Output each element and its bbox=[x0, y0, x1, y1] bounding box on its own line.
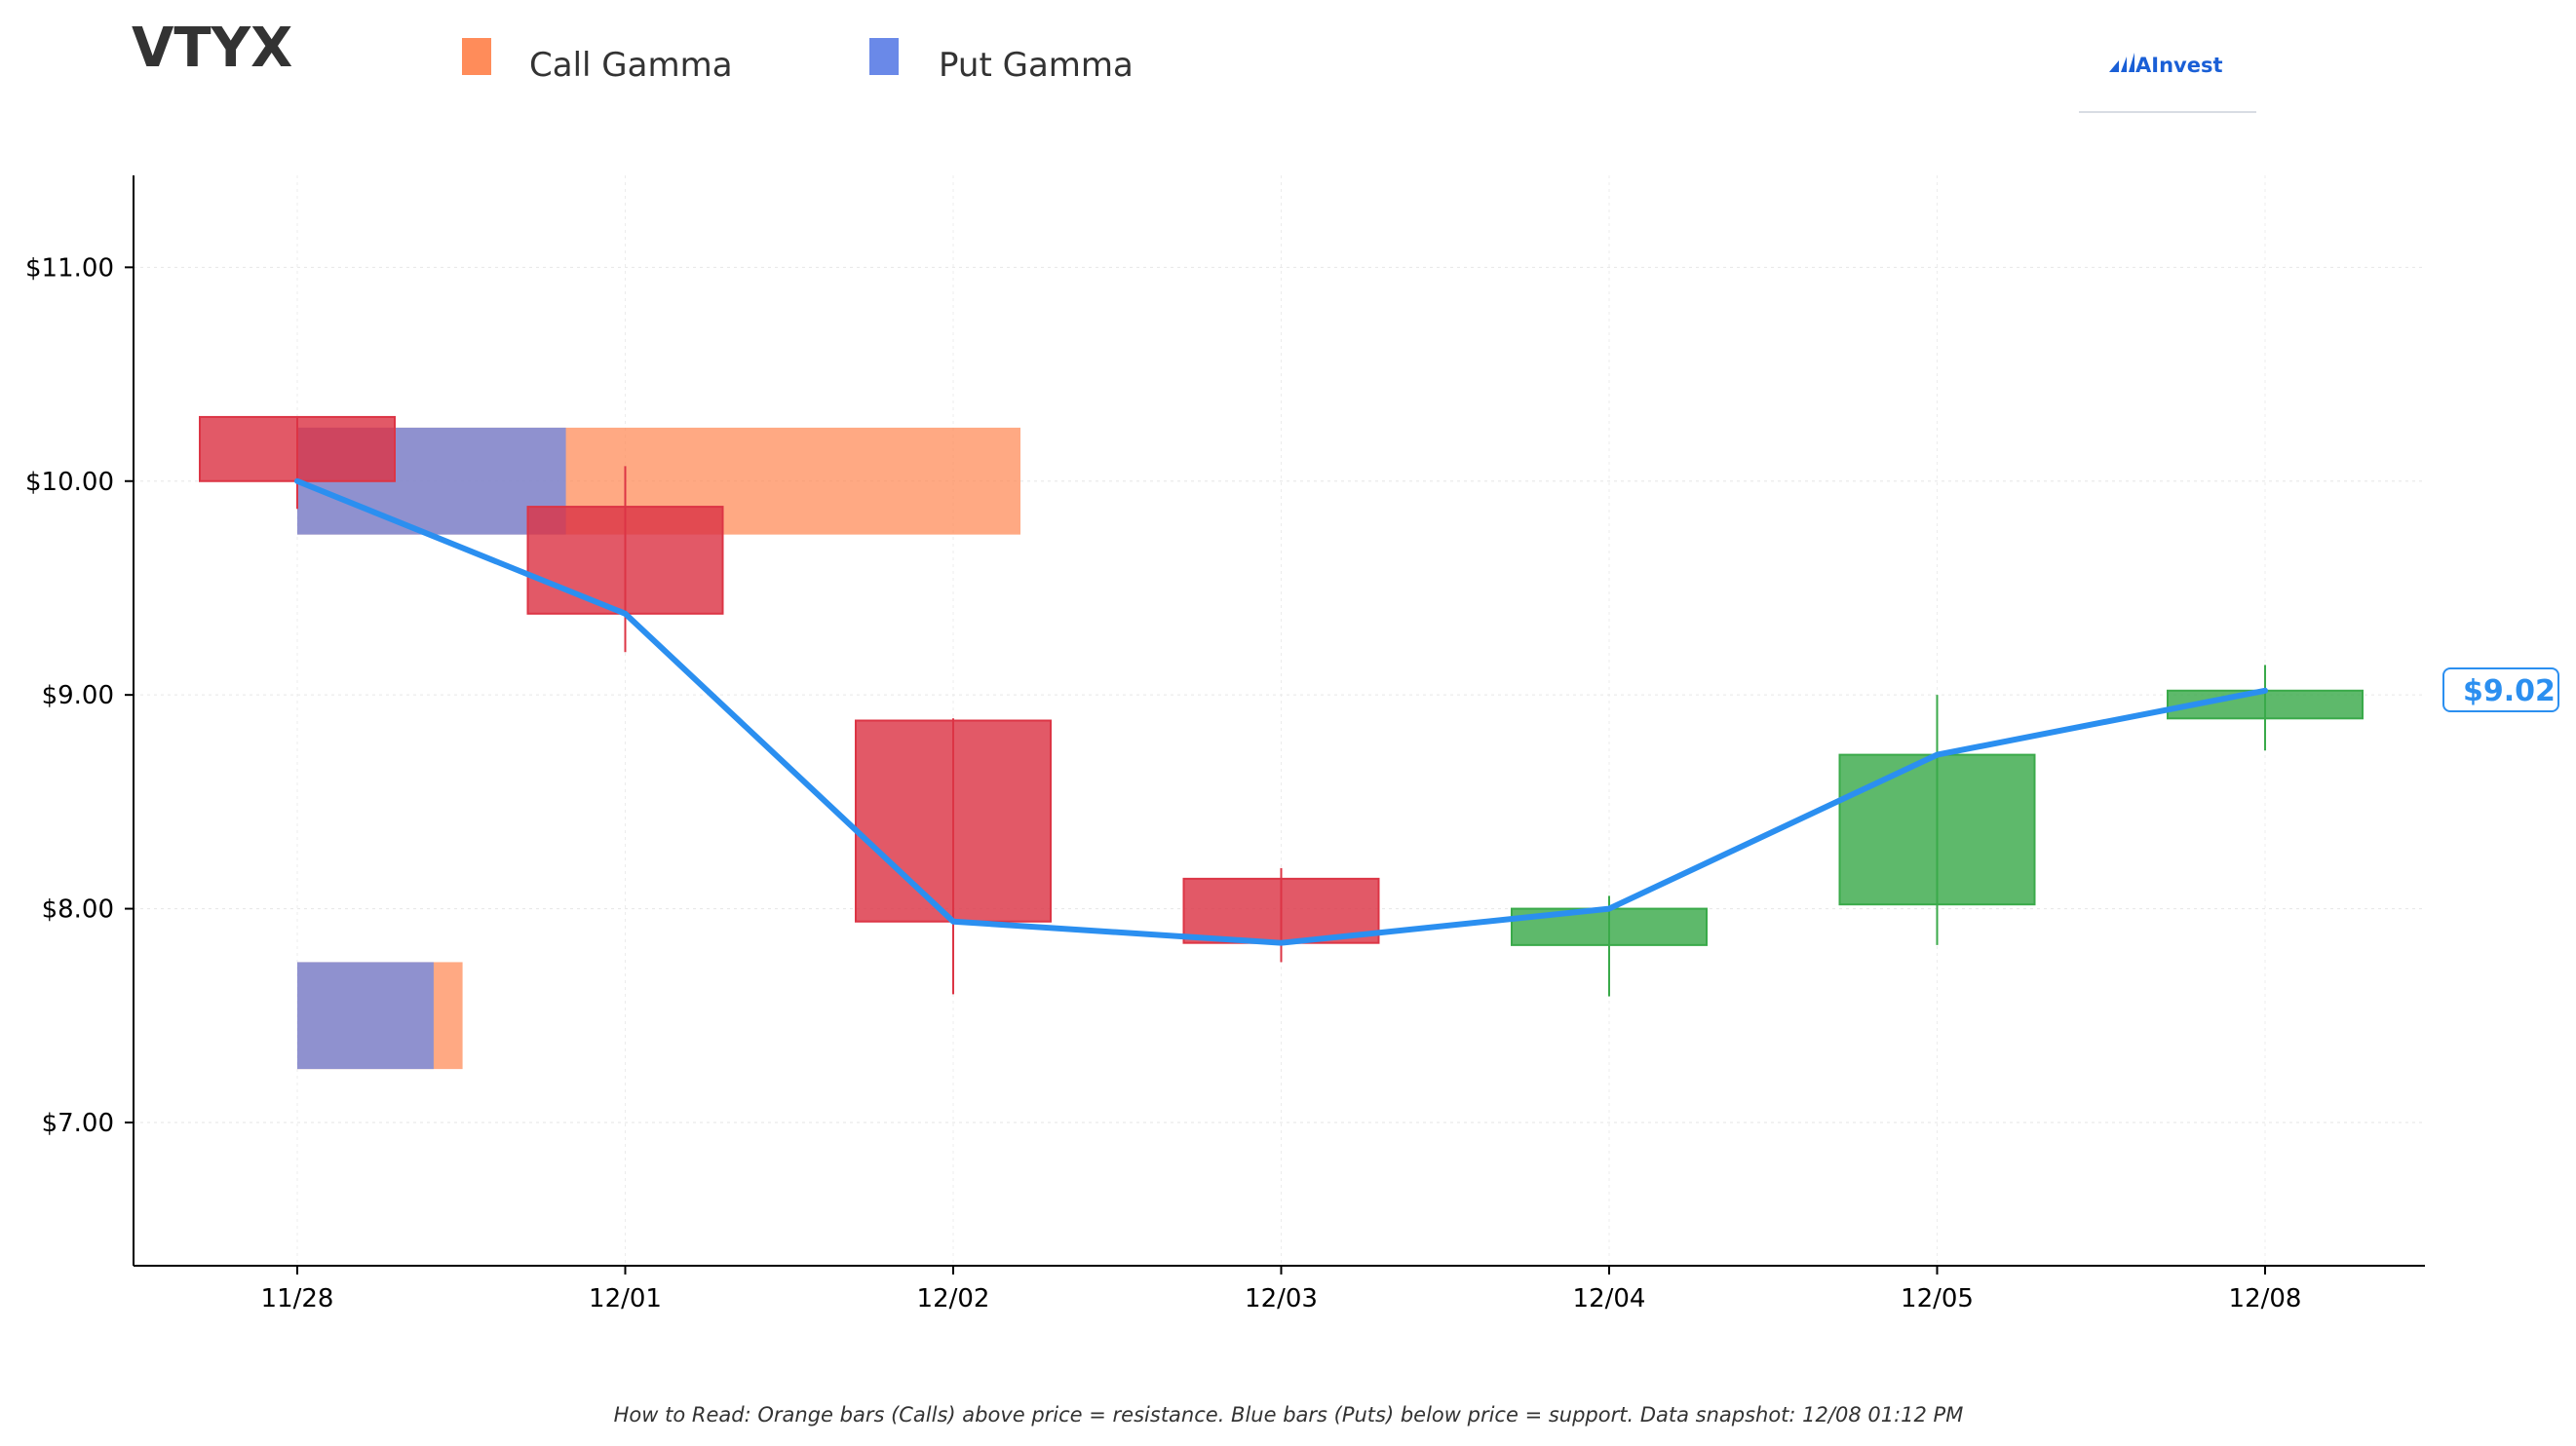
candle-body-5 bbox=[1838, 753, 2036, 906]
x-tick-label-2: 12/02 bbox=[917, 1284, 990, 1313]
grid bbox=[134, 175, 2425, 1266]
y-tick-label-1: $8.00 bbox=[42, 895, 114, 925]
x-tick-label-6: 12/08 bbox=[2229, 1284, 2302, 1313]
put-gamma-bar-1 bbox=[297, 962, 434, 1070]
brand-name: AInvest bbox=[2135, 54, 2223, 77]
axes: $7.00 $8.00 $9.00 $10.00 $11.00 11/28 12/01 12/… bbox=[25, 175, 2425, 1313]
x-tick-label-3: 12/03 bbox=[1245, 1284, 1318, 1313]
legend: Call Gamma Put Gamma bbox=[462, 38, 1134, 85]
price-line bbox=[294, 477, 2268, 946]
price-tag-label: $9.02 bbox=[2463, 674, 2556, 708]
chart-title: VTYX bbox=[132, 17, 292, 80]
legend-swatch-call bbox=[462, 38, 491, 75]
candle-body-2 bbox=[855, 719, 1052, 923]
footnote: How to Read: Orange bars (Calls) above p… bbox=[614, 1403, 1964, 1427]
x-tick-label-0: 11/28 bbox=[261, 1284, 334, 1313]
brand-logo: AInvest bbox=[2079, 53, 2256, 113]
price-tag-box bbox=[2442, 667, 2559, 712]
legend-swatch-put bbox=[869, 38, 899, 75]
candle-body-1 bbox=[526, 506, 724, 615]
candle-body-0 bbox=[199, 415, 396, 482]
y-tick-label-4: $11.00 bbox=[25, 253, 114, 283]
x-tick-label-5: 12/05 bbox=[1901, 1284, 1974, 1313]
x-tick-label-1: 12/01 bbox=[589, 1284, 662, 1313]
legend-label-call: Call Gamma bbox=[529, 46, 733, 85]
y-tick-label-0: $7.00 bbox=[42, 1109, 114, 1138]
y-tick-label-2: $9.00 bbox=[42, 681, 114, 710]
price-tag: $9.02 bbox=[2442, 667, 2559, 712]
brand-chart-icon bbox=[2109, 53, 2134, 72]
y-tick-label-3: $10.00 bbox=[25, 468, 114, 497]
x-tick-label-4: 12/04 bbox=[1573, 1284, 1646, 1313]
price-line-group bbox=[294, 477, 2268, 946]
legend-label-put: Put Gamma bbox=[939, 46, 1134, 85]
